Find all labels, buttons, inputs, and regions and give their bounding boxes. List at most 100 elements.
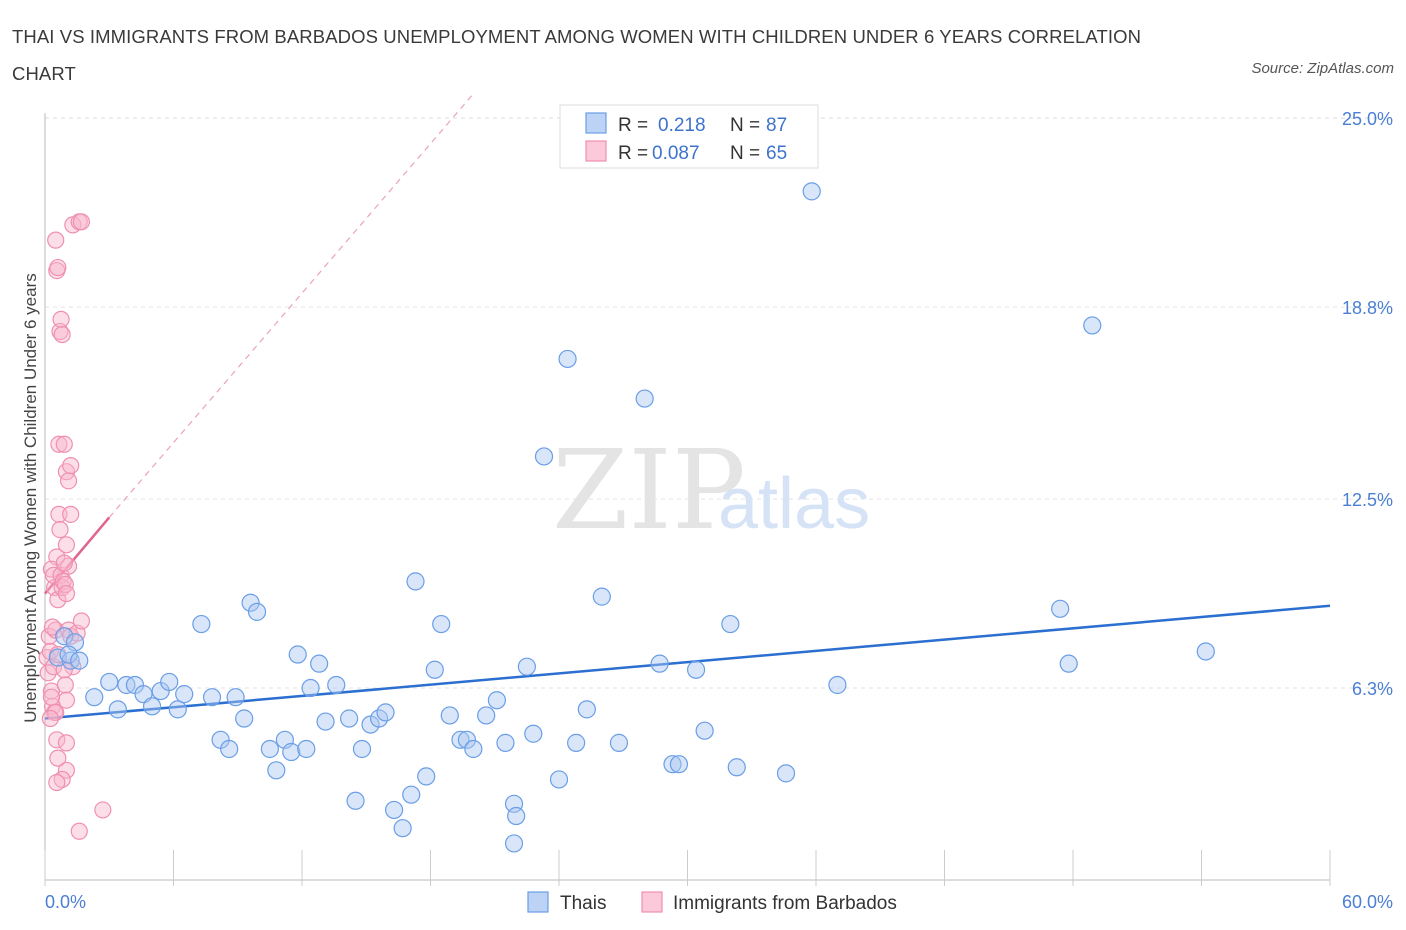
- data-point-barbados: [40, 627, 58, 645]
- data-point-thais: [534, 447, 554, 466]
- data-point-barbados: [57, 734, 76, 752]
- data-point-thais: [202, 688, 222, 707]
- data-point-barbados: [57, 761, 76, 779]
- y-tick-label: 6.3%: [1352, 679, 1393, 699]
- x-tick-labels: 0.0% 60.0%: [45, 892, 1393, 912]
- data-point-thais: [457, 730, 477, 749]
- data-point-barbados: [55, 435, 73, 453]
- y-tick-labels: 6.3% 12.5% 18.8% 25.0%: [1342, 109, 1393, 699]
- watermark-atlas: atlas: [718, 464, 870, 544]
- data-point-barbados: [72, 213, 91, 231]
- x-tick-label: 0.0%: [45, 892, 86, 912]
- data-point-barbados: [70, 822, 88, 840]
- data-point-barbados: [42, 688, 61, 706]
- data-point-barbados: [56, 676, 74, 694]
- data-point-thais: [384, 800, 404, 820]
- legend-r-label-thais: R =: [618, 115, 648, 136]
- data-point-thais: [241, 593, 260, 612]
- data-point-thais: [160, 672, 179, 692]
- data-point-thais: [59, 645, 78, 664]
- data-point-thais: [393, 819, 412, 838]
- data-point-thais: [549, 770, 569, 789]
- data-point-barbados: [62, 457, 80, 475]
- bottom-legend-label-thais: Thais: [560, 893, 606, 914]
- data-point-thais: [609, 733, 629, 752]
- bottom-legend-label-barbados: Immigrants from Barbados: [673, 893, 897, 914]
- trend-line-thais: [44, 604, 1331, 720]
- legend-n-label-thais: N =: [730, 115, 760, 136]
- data-point-barbados: [52, 310, 70, 328]
- data-point-thais: [1051, 599, 1070, 618]
- data-point-barbados: [49, 749, 67, 767]
- y-tick-label: 18.8%: [1342, 298, 1393, 318]
- y-axis-label: Unemployment Among Women with Children U…: [21, 273, 40, 722]
- data-point-thais: [352, 739, 372, 759]
- data-point-barbados: [56, 575, 74, 594]
- data-point-thais: [70, 651, 89, 670]
- data-point-thais: [100, 672, 119, 692]
- bottom-legend-swatch-thais: [527, 891, 549, 913]
- data-point-thais: [425, 660, 444, 679]
- data-point-thais: [504, 834, 524, 853]
- data-point-barbados: [43, 618, 62, 636]
- trend-line-barbados-extension: [108, 93, 474, 518]
- data-point-barbados: [41, 709, 59, 728]
- data-point-barbados: [51, 520, 69, 539]
- data-point-barbados: [57, 691, 76, 709]
- data-point-thais: [267, 761, 286, 780]
- data-point-thais: [496, 733, 515, 752]
- data-point-barbados: [49, 258, 67, 277]
- legend-swatch-thais: [585, 112, 607, 134]
- axes: [44, 113, 1331, 886]
- data-point-thais: [517, 657, 536, 676]
- legend-r-value-barbados: 0.087: [652, 143, 700, 164]
- data-point-thais: [464, 739, 483, 759]
- data-point-thais: [327, 675, 346, 695]
- data-point-thais: [432, 614, 451, 634]
- data-point-barbados: [57, 584, 76, 603]
- data-point-thais: [406, 572, 425, 591]
- data-point-thais: [247, 602, 267, 621]
- data-point-thais: [776, 764, 796, 783]
- stats-legend: R = 0.218 N = 87 R = 0.087 N = 65: [559, 104, 819, 169]
- data-point-thais: [1196, 642, 1215, 661]
- data-point-barbados: [57, 536, 76, 554]
- data-point-barbados: [59, 472, 78, 490]
- data-point-thais: [507, 806, 526, 826]
- watermark: ZIP atlas: [552, 426, 870, 554]
- data-point-barbados: [48, 773, 66, 792]
- data-point-barbados: [47, 231, 65, 249]
- data-point-thais: [310, 654, 329, 673]
- data-point-thais: [142, 697, 162, 716]
- data-point-thais: [524, 724, 543, 743]
- data-point-thais: [663, 755, 682, 774]
- data-point-thais: [282, 742, 301, 762]
- data-point-thais: [235, 709, 254, 728]
- data-point-thais: [226, 688, 245, 707]
- data-point-thais: [55, 627, 74, 646]
- data-point-thais: [1059, 654, 1078, 673]
- trend-lines: [44, 93, 1331, 720]
- bottom-legend-swatch-barbados: [641, 891, 663, 913]
- data-point-thais: [686, 660, 706, 679]
- data-point-thais: [451, 730, 470, 749]
- data-point-thais: [175, 685, 194, 704]
- legend-n-value-thais: 87: [766, 115, 787, 136]
- data-point-thais: [168, 700, 187, 719]
- series-legend: Thais Immigrants from Barbados: [527, 891, 897, 914]
- data-point-thais: [1083, 316, 1102, 335]
- watermark-zip: ZIP: [552, 426, 746, 554]
- data-point-thais: [108, 700, 127, 719]
- data-point-thais: [288, 645, 307, 664]
- data-point-thais: [558, 349, 577, 369]
- data-point-barbados: [48, 731, 66, 749]
- source-note: Source: ZipAtlas.com: [1251, 60, 1394, 77]
- legend-n-value-barbados: 65: [766, 143, 787, 164]
- data-point-thais: [669, 755, 689, 774]
- data-point-thais: [567, 733, 586, 752]
- data-point-barbados: [50, 505, 68, 523]
- data-point-thais: [802, 182, 821, 201]
- data-point-thais: [635, 389, 654, 408]
- data-point-thais: [721, 614, 740, 634]
